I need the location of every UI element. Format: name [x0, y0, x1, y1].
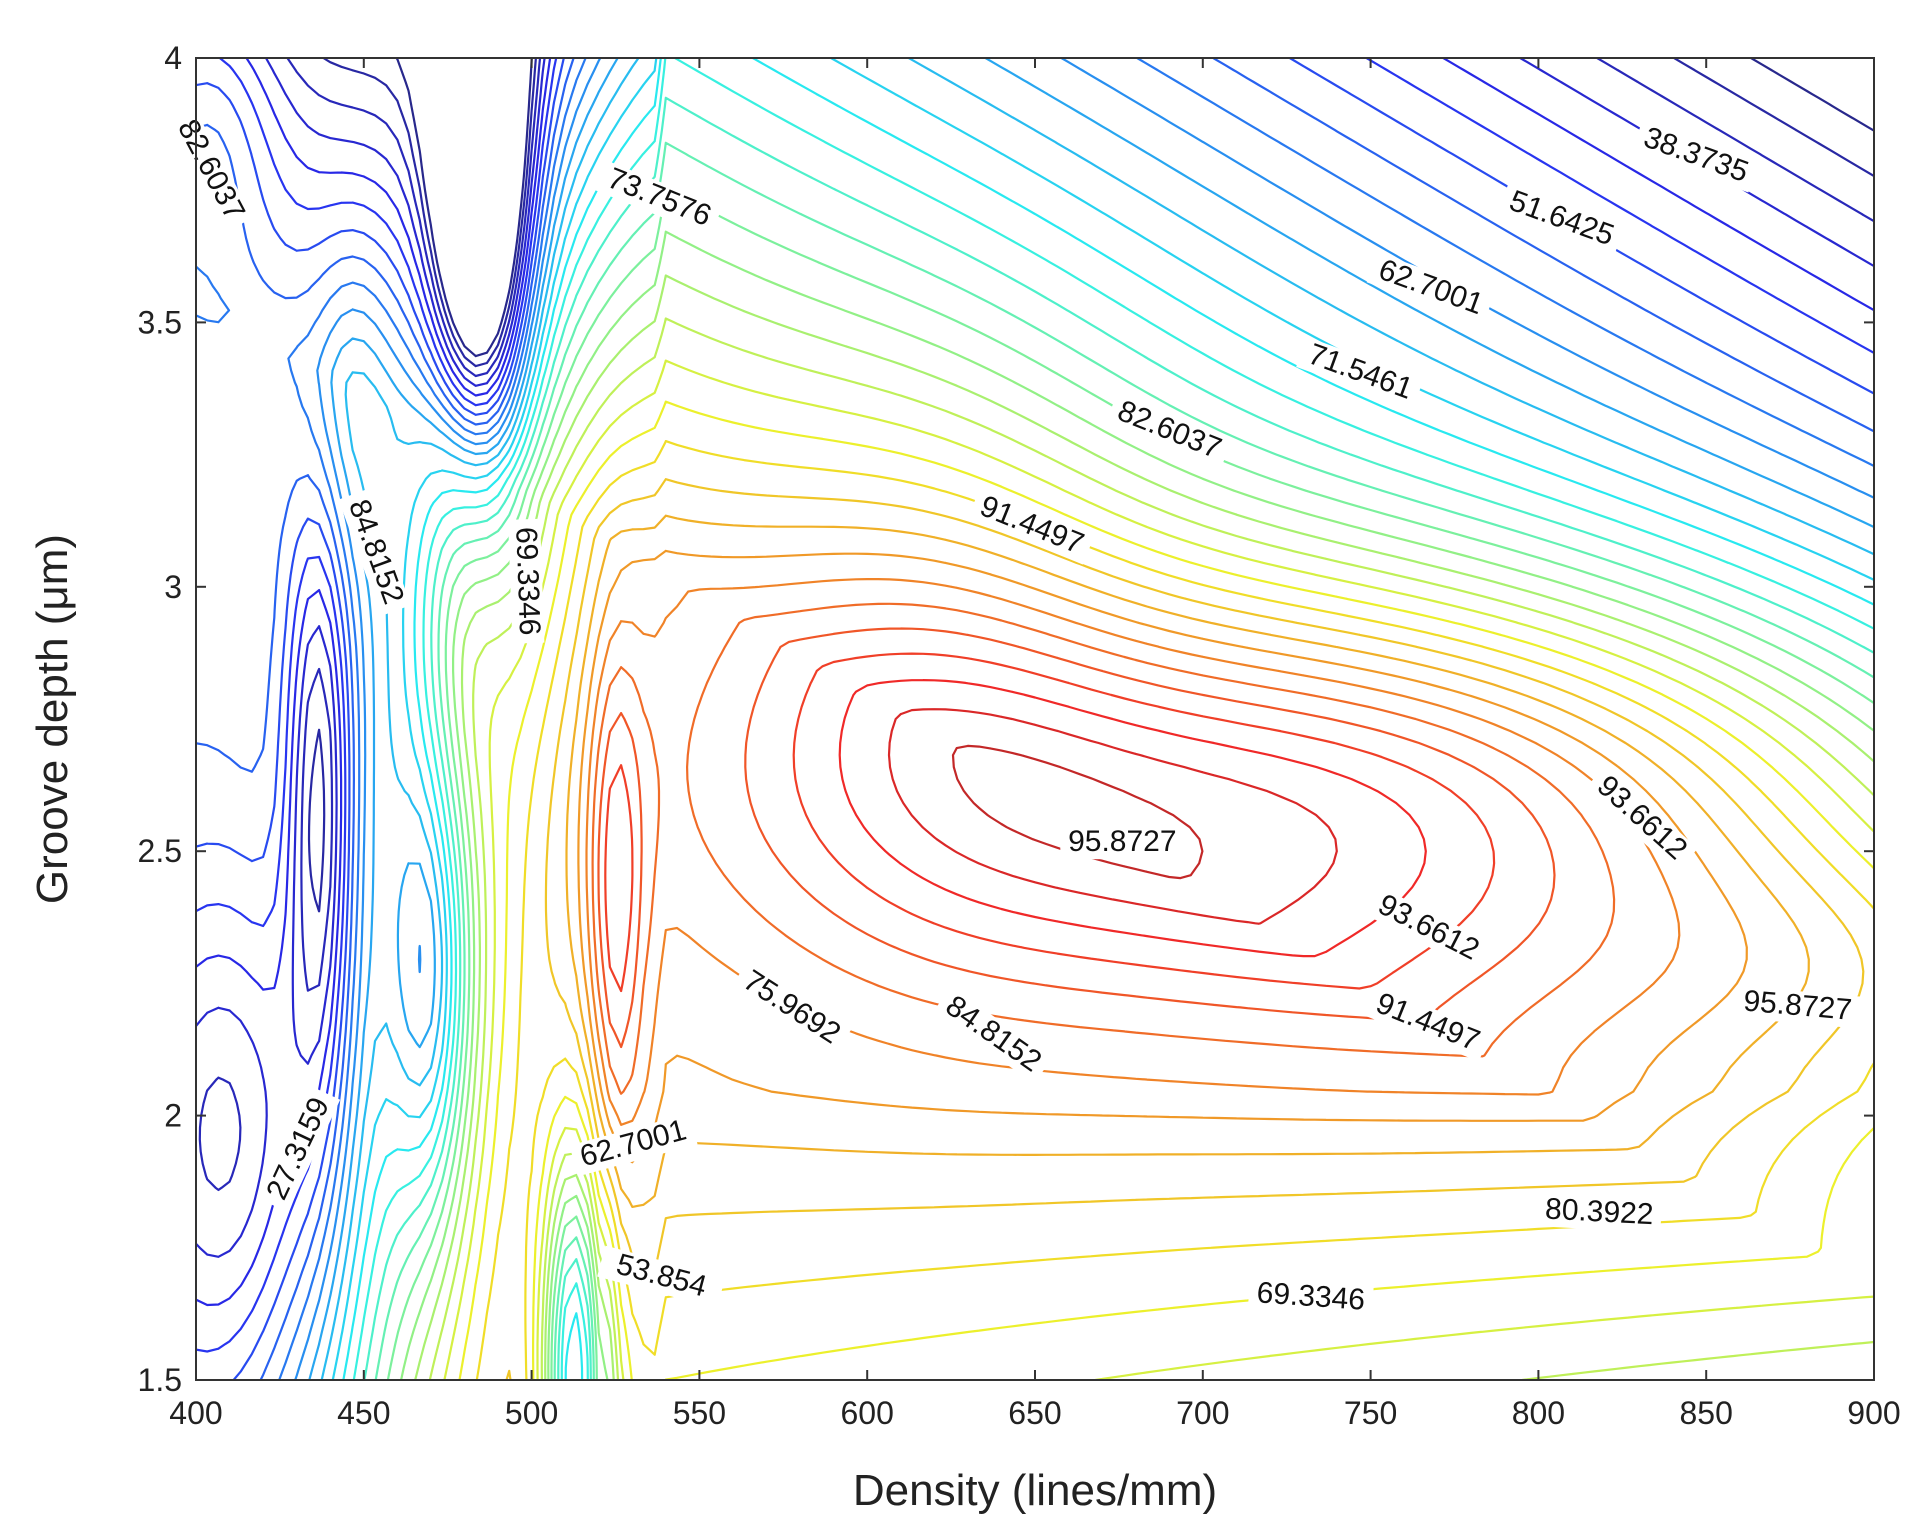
contour-label-background [1536, 1194, 1662, 1233]
contour-label: 69.3346 [508, 518, 546, 644]
y-tick-label: 3 [164, 569, 182, 605]
y-tick-label: 2 [164, 1098, 182, 1134]
contour-label-background [1365, 886, 1491, 972]
contour-label: 80.3922 [1536, 1193, 1662, 1233]
contour-line [395, 58, 1874, 358]
x-tick-label: 600 [841, 1395, 894, 1431]
contour-label-background [1105, 393, 1233, 470]
y-axis-title: Groove depth (μm) [28, 534, 77, 904]
x-axis-ticks: 400 450 500 550 600 650 700 750 800 850 900 [169, 58, 1901, 1431]
contour-label-background [932, 986, 1053, 1084]
contour-line [604, 652, 1496, 993]
contour-line [196, 58, 1874, 1258]
x-tick-label: 500 [505, 1395, 558, 1431]
contour-label-background [1497, 183, 1625, 256]
contour-label-text: 69.3346 [1256, 1276, 1366, 1316]
contour-line [196, 58, 1874, 1307]
y-tick-label: 4 [164, 40, 182, 76]
contour-labels: 82.6037 73.757638.373551.642562.700171.54… [166, 108, 1861, 1319]
contour-label-background [508, 518, 545, 644]
x-tick-label: 800 [1512, 1395, 1565, 1431]
y-tick-label: 2.5 [138, 833, 182, 869]
contour-line [320, 58, 1874, 1380]
x-axis-title: Density (lines/mm) [853, 1466, 1217, 1515]
contour-label-background [1247, 1277, 1374, 1319]
contour-line [585, 578, 1681, 1126]
contour-label: 69.3346 [1247, 1276, 1374, 1319]
contour-line [443, 359, 1874, 1380]
contour-label-background [1631, 120, 1760, 193]
y-tick-label: 3.5 [138, 304, 182, 340]
contour-label-text: 80.3922 [1544, 1193, 1654, 1232]
contour-label-background [166, 108, 253, 233]
contour-label-background [1363, 985, 1491, 1062]
contour-line [414, 274, 1874, 1380]
contour-label-background [1296, 336, 1424, 410]
x-tick-label: 650 [1008, 1395, 1061, 1431]
contour-label-background [1584, 765, 1698, 873]
contour-label-background [569, 1113, 698, 1177]
x-tick-label: 850 [1680, 1395, 1733, 1431]
contour-line [331, 58, 1874, 1380]
contour-line [352, 58, 1874, 1380]
x-tick-label: 900 [1847, 1395, 1900, 1431]
x-tick-label: 700 [1176, 1395, 1229, 1431]
contour-line [597, 627, 1556, 1049]
contour-line [363, 96, 1874, 1380]
contour-line [887, 708, 1338, 925]
contour-line [386, 186, 1874, 1380]
y-axis-ticks: 1.5 2 2.5 3 3.5 4 [138, 40, 1874, 1398]
contour-line [307, 58, 1874, 913]
contour-label-background [1366, 252, 1495, 325]
contour-line [196, 58, 1874, 1380]
contour-label-text: 69.3346 [509, 526, 546, 636]
x-tick-label: 550 [673, 1395, 726, 1431]
y-tick-label: 1.5 [138, 1362, 182, 1398]
contour-line [400, 230, 1874, 1380]
contour-label-background [338, 488, 411, 617]
x-tick-label: 400 [169, 1395, 222, 1431]
contour-line [374, 141, 1874, 1380]
contour-label: 95.8727 [1734, 984, 1861, 1029]
contour-label-background [597, 1245, 726, 1309]
contour-label-background [730, 961, 852, 1056]
contour-line [294, 58, 1874, 1380]
contour-lines [196, 58, 1874, 1380]
contour-label-background [595, 160, 723, 237]
x-tick-label: 750 [1344, 1395, 1397, 1431]
contour-label-background [258, 1086, 341, 1213]
contour-label-text: 95.8727 [1068, 825, 1176, 858]
contour-label: 95.8727 [1060, 825, 1185, 860]
contour-label-background [1060, 827, 1185, 860]
contour-label-background [1734, 985, 1861, 1029]
contour-line [838, 679, 1427, 958]
x-tick-label: 450 [337, 1395, 390, 1431]
contour-label-background [967, 488, 1095, 565]
contour-line [198, 58, 1874, 1191]
contour-line [342, 58, 1874, 1380]
contour-line [308, 58, 1874, 1380]
